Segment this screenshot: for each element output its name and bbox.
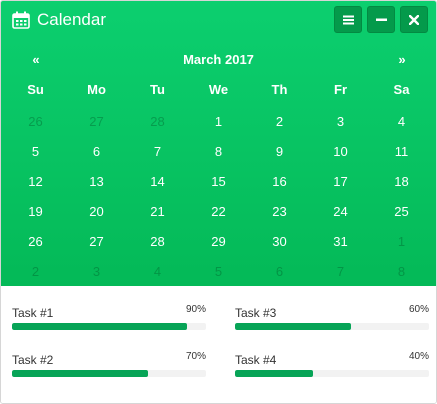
weekday-label: Sa — [393, 82, 410, 97]
day-cell[interactable]: 30 — [272, 234, 287, 249]
weekday-label: Tu — [150, 82, 165, 97]
calendar-panel: Calendar — [1, 1, 436, 286]
day-cell[interactable]: 7 — [153, 144, 162, 159]
progress-bar-fill — [235, 370, 313, 377]
task-percent: 40% — [408, 351, 429, 362]
weekday-label: Su — [27, 82, 44, 97]
task-progress-item: Task #1 90% — [12, 303, 206, 333]
day-cell[interactable]: 2 — [275, 114, 284, 129]
task-percent: 90% — [185, 304, 206, 315]
task-progress-item: Task #2 70% — [12, 350, 206, 380]
task-label: Task #1 — [12, 306, 54, 320]
day-cell[interactable]: 19 — [28, 204, 43, 219]
task-percent: 60% — [408, 304, 429, 315]
widget-header: Calendar — [1, 1, 436, 41]
day-cell-other-month[interactable]: 28 — [150, 114, 165, 129]
day-cell-other-month[interactable]: 2 — [31, 264, 40, 279]
day-cell[interactable]: 6 — [92, 144, 101, 159]
day-cell[interactable]: 1 — [214, 114, 223, 129]
day-cell[interactable]: 4 — [397, 114, 406, 129]
day-cell[interactable]: 21 — [150, 204, 165, 219]
widget-title: Calendar — [37, 10, 106, 29]
next-month-button[interactable]: » — [398, 52, 406, 67]
weekday-label: Mo — [87, 82, 106, 97]
day-cell[interactable]: 28 — [150, 234, 165, 249]
weekday-label: Fr — [334, 82, 347, 97]
task-progress-item: Task #3 60% — [235, 303, 429, 333]
minimize-button[interactable] — [367, 6, 395, 33]
task-percent: 70% — [185, 351, 206, 362]
month-label[interactable]: March 2017 — [183, 52, 254, 67]
day-cell[interactable]: 27 — [89, 234, 104, 249]
minimize-icon — [375, 18, 387, 22]
progress-bar — [12, 370, 206, 377]
progress-bar — [235, 370, 429, 377]
day-cell[interactable]: 24 — [333, 204, 348, 219]
day-cell-other-month[interactable]: 27 — [89, 114, 104, 129]
day-cell-other-month[interactable]: 4 — [153, 264, 162, 279]
month-navigation: « March 2017 » — [1, 48, 436, 72]
close-icon — [409, 14, 419, 25]
day-cell[interactable]: 23 — [272, 204, 287, 219]
close-button[interactable] — [400, 6, 428, 33]
day-cell[interactable]: 10 — [333, 144, 348, 159]
day-cell[interactable]: 5 — [31, 144, 40, 159]
day-cell[interactable]: 18 — [394, 174, 409, 189]
day-cell[interactable]: 14 — [150, 174, 165, 189]
day-cell-other-month[interactable]: 8 — [397, 264, 406, 279]
progress-bar-fill — [12, 323, 187, 330]
day-cell[interactable]: 15 — [211, 174, 226, 189]
day-cell[interactable]: 9 — [275, 144, 284, 159]
progress-bar — [235, 323, 429, 330]
task-progress-list: Task #1 90% Task #3 60% Task #2 70% Task #4 40% — [1, 286, 436, 403]
day-cell-other-month[interactable]: 5 — [214, 264, 223, 279]
progress-bar-fill — [12, 370, 148, 377]
day-grid: 26 27 28 1 2 3 4 5 6 7 8 9 10 11 12 13 14 15 16 17 18 19 20 21 2… — [5, 107, 432, 287]
task-progress-item: Task #4 40% — [235, 350, 429, 380]
day-cell[interactable]: 8 — [214, 144, 223, 159]
task-label: Task #3 — [235, 306, 277, 320]
day-cell[interactable]: 13 — [89, 174, 104, 189]
day-cell[interactable]: 20 — [89, 204, 104, 219]
prev-month-button[interactable]: « — [32, 52, 40, 67]
day-cell[interactable]: 3 — [336, 114, 345, 129]
weekday-label: Th — [271, 82, 288, 97]
day-cell[interactable]: 16 — [272, 174, 287, 189]
menu-button[interactable] — [334, 6, 362, 33]
progress-bar-fill — [235, 323, 352, 330]
day-cell[interactable]: 11 — [394, 144, 409, 159]
weekday-header: Su Mo Tu We Th Fr Sa — [5, 79, 432, 101]
day-cell-other-month[interactable]: 26 — [28, 114, 43, 129]
calendar-icon — [12, 11, 30, 29]
day-cell[interactable]: 29 — [211, 234, 226, 249]
day-cell[interactable]: 22 — [211, 204, 226, 219]
day-cell[interactable]: 25 — [394, 204, 409, 219]
day-cell[interactable]: 12 — [28, 174, 43, 189]
day-cell[interactable]: 17 — [333, 174, 348, 189]
day-cell[interactable]: 31 — [333, 234, 348, 249]
menu-icon — [342, 15, 354, 25]
day-cell-other-month[interactable]: 7 — [336, 264, 345, 279]
day-cell-other-month[interactable]: 3 — [92, 264, 101, 279]
progress-bar — [12, 323, 206, 330]
day-cell-other-month[interactable]: 1 — [397, 234, 406, 249]
day-cell-other-month[interactable]: 6 — [275, 264, 284, 279]
task-label: Task #4 — [235, 353, 277, 367]
weekday-label: We — [208, 82, 229, 97]
task-label: Task #2 — [12, 353, 54, 367]
day-cell[interactable]: 26 — [28, 234, 43, 249]
